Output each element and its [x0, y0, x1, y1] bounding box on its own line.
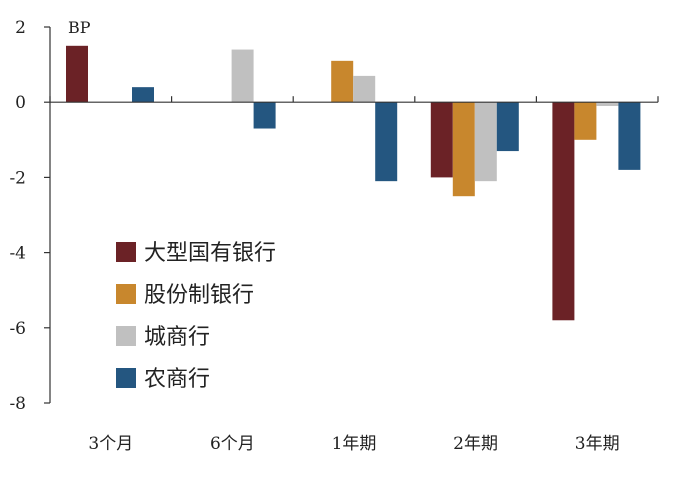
y-tick-label: -2	[9, 168, 26, 188]
legend-swatch	[116, 284, 136, 304]
bar	[132, 87, 154, 103]
bar	[552, 102, 575, 321]
y-tick-label: 0	[15, 93, 26, 113]
legend-label: 农商行	[144, 367, 210, 392]
x-tick-label: 2年期	[453, 434, 498, 454]
bar	[231, 49, 254, 103]
y-tick-label: -4	[9, 244, 26, 264]
x-tick-label: 3年期	[575, 434, 620, 454]
legend-swatch	[116, 326, 136, 346]
legend-swatch	[116, 368, 136, 388]
x-tick-label: 6个月	[210, 434, 255, 454]
legend-label: 大型国有银行	[144, 241, 276, 266]
legend-swatch	[116, 242, 136, 262]
bar	[596, 102, 619, 106]
bar	[574, 102, 597, 140]
bar	[375, 102, 398, 182]
y-unit-label: BP	[68, 18, 91, 37]
bar	[452, 102, 475, 197]
bar	[66, 45, 88, 103]
y-ticks-group: 2 0 -2 -4 -6 -8	[9, 18, 50, 414]
x-ticks-group: 3个月 6个月 1年期 2年期 3年期	[49, 96, 659, 454]
y-tick-label: -8	[9, 394, 26, 414]
bar	[474, 102, 497, 182]
y-tick-label: 2	[15, 18, 26, 38]
bar	[331, 60, 354, 103]
x-tick-label: 1年期	[332, 434, 377, 454]
bar	[430, 102, 453, 178]
bar	[353, 75, 376, 103]
bar	[253, 102, 276, 129]
bar	[496, 102, 519, 152]
bar	[618, 102, 641, 170]
y-tick-label: -6	[9, 319, 26, 339]
legend-label: 城商行	[144, 325, 210, 350]
x-tick-label: 3个月	[88, 434, 133, 454]
legend-label: 股份制银行	[144, 283, 254, 308]
bars-group	[66, 45, 641, 321]
